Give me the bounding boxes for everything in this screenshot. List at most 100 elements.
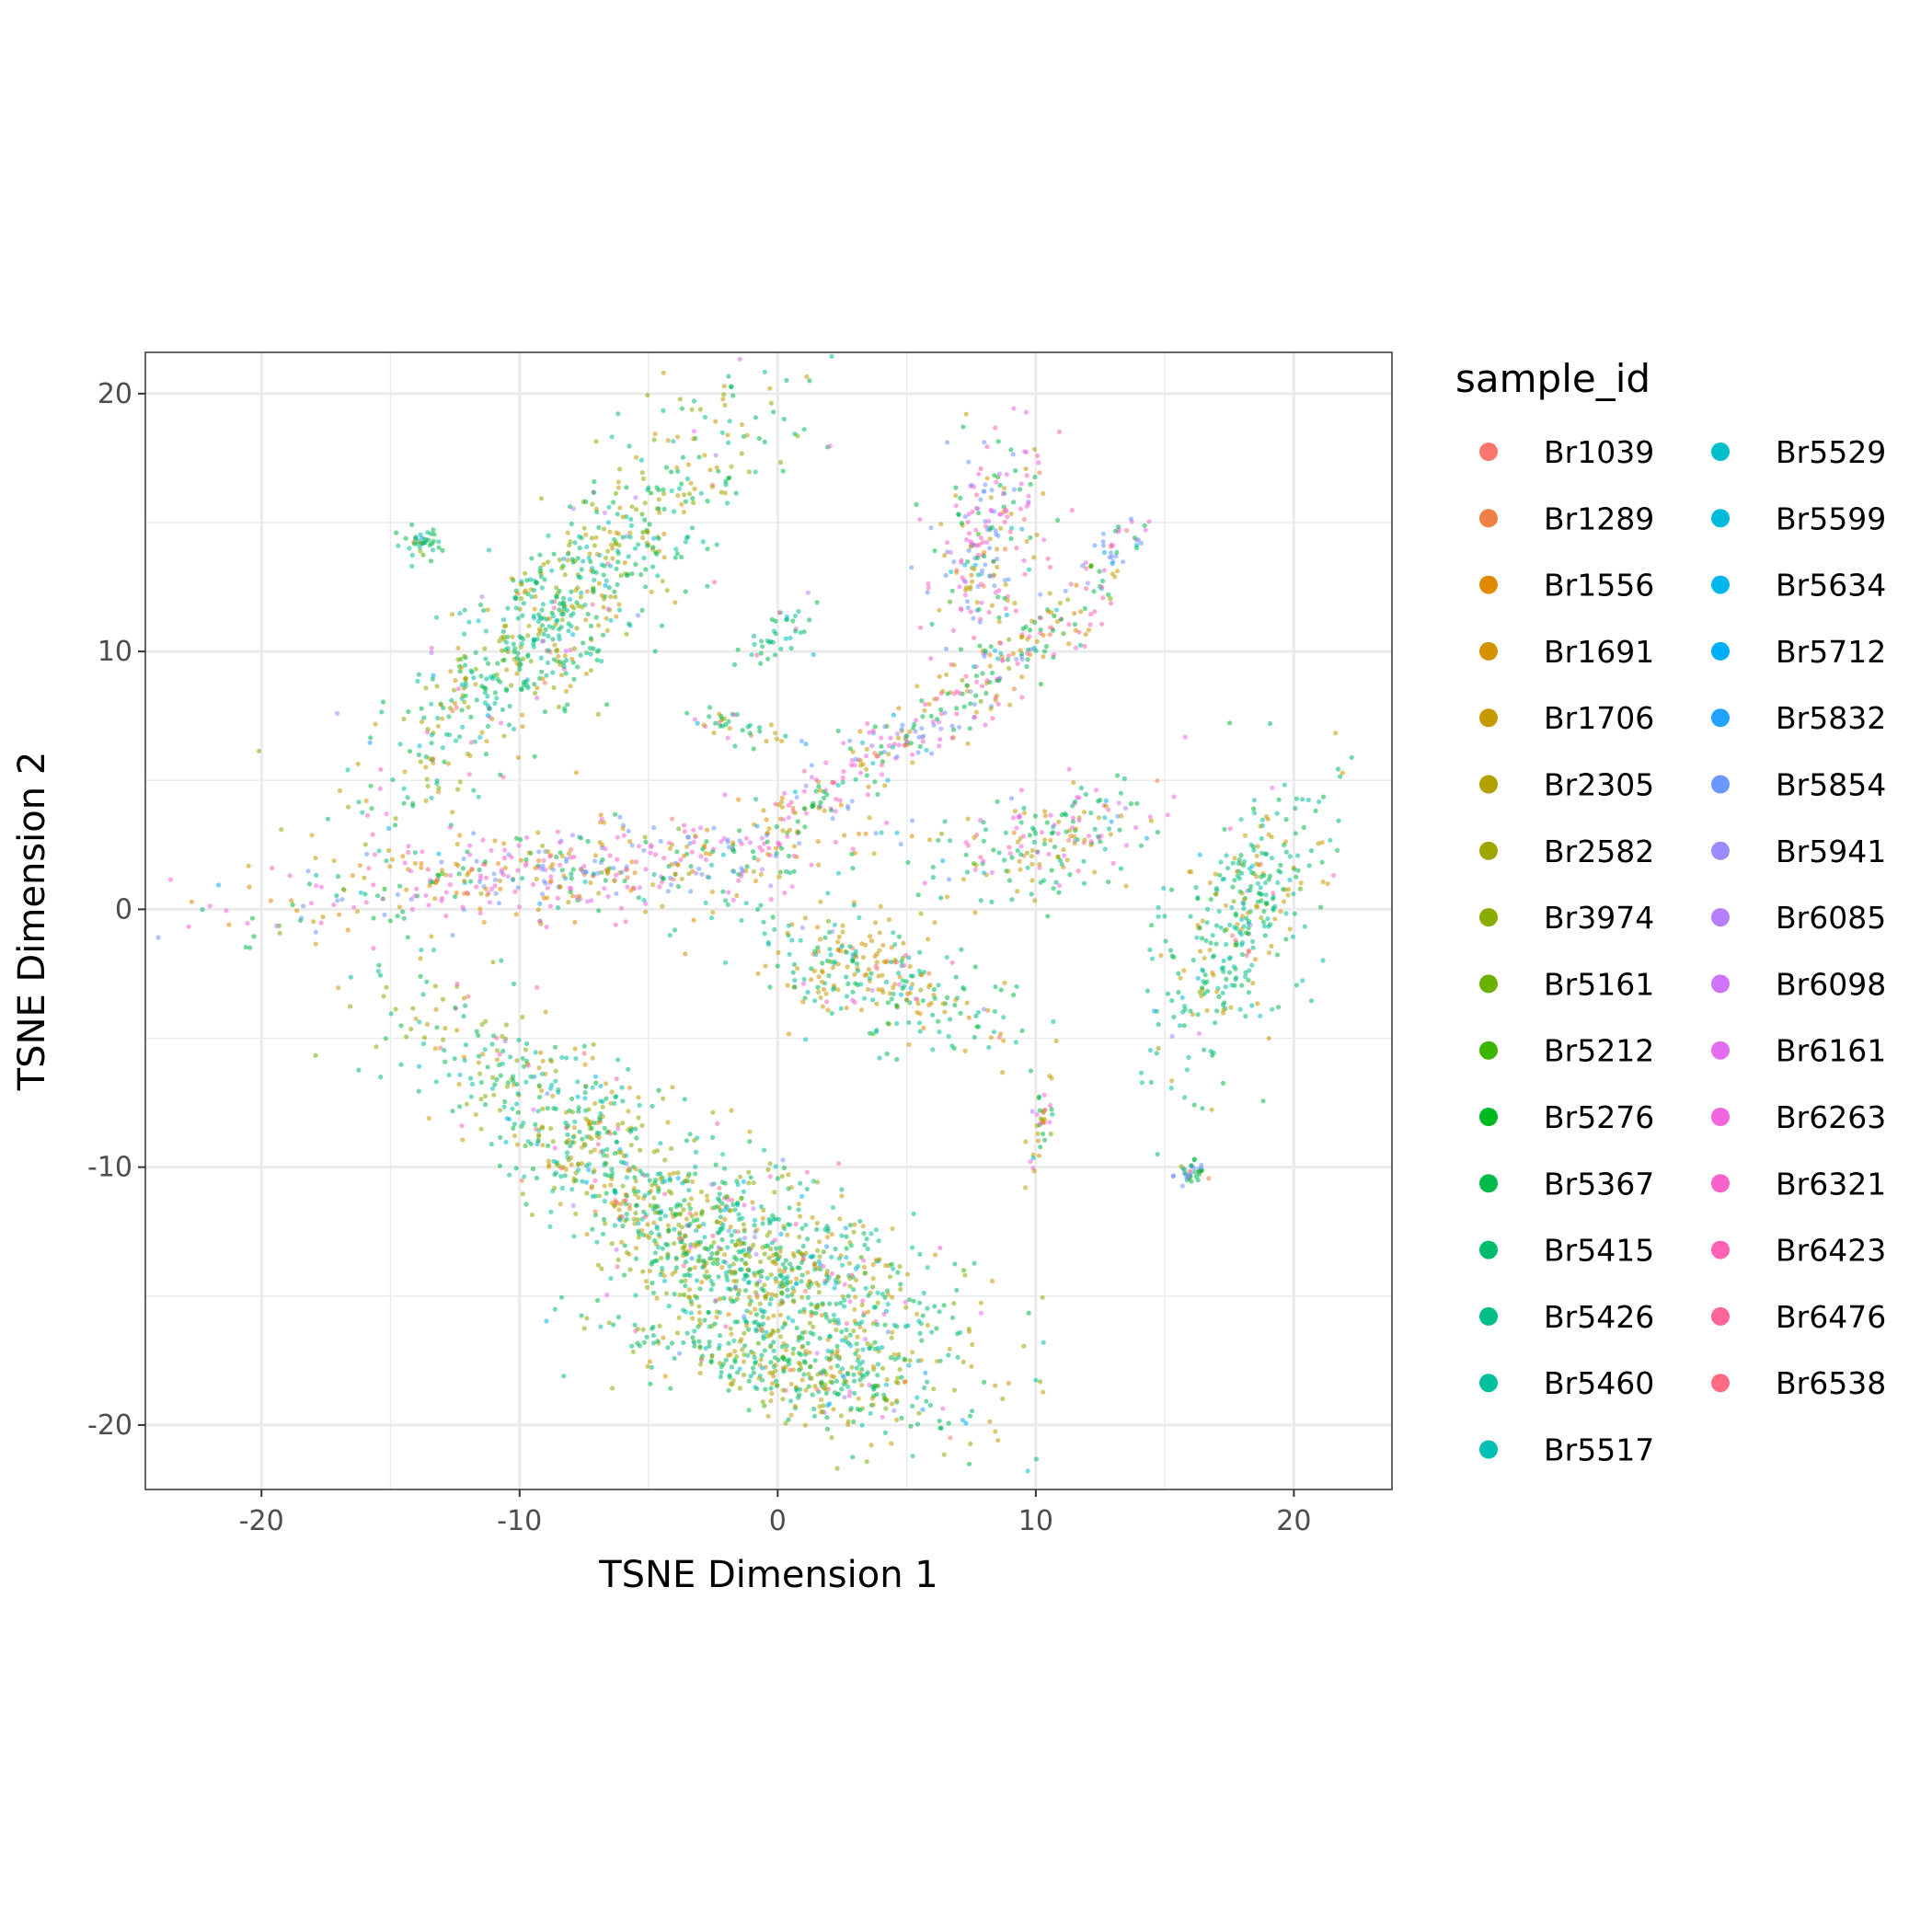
- scatter-point: [614, 1094, 619, 1099]
- scatter-point: [572, 540, 578, 546]
- scatter-point: [660, 1265, 665, 1271]
- scatter-point: [602, 1162, 607, 1167]
- scatter-point: [996, 1035, 1003, 1041]
- scatter-point: [807, 1320, 813, 1326]
- scatter-point: [758, 1357, 764, 1363]
- scatter-point: [750, 849, 756, 855]
- scatter-point: [961, 704, 967, 709]
- scatter-point: [1051, 886, 1056, 891]
- scatter-point: [599, 1266, 604, 1271]
- scatter-point: [539, 867, 546, 872]
- scatter-point: [851, 1287, 857, 1293]
- scatter-point: [983, 722, 988, 728]
- scatter-point: [805, 1294, 811, 1300]
- scatter-point: [782, 790, 788, 796]
- scatter-point: [805, 1340, 811, 1346]
- scatter-point: [640, 1327, 646, 1332]
- scatter-point: [609, 1174, 615, 1179]
- scatter-point: [998, 650, 1004, 656]
- scatter-point: [1133, 824, 1139, 831]
- scatter-point: [726, 440, 731, 445]
- scatter-point: [592, 1178, 598, 1183]
- legend-label: Br6085: [1776, 900, 1886, 936]
- scatter-point: [426, 903, 431, 908]
- scatter-point: [840, 1294, 845, 1299]
- scatter-point: [1230, 884, 1236, 890]
- scatter-point: [714, 1315, 719, 1320]
- scatter-point: [650, 1290, 657, 1295]
- scatter-point: [661, 531, 667, 536]
- scatter-point: [697, 1258, 703, 1263]
- scatter-point: [722, 402, 728, 408]
- scatter-point: [892, 957, 898, 962]
- scatter-point: [1168, 1086, 1174, 1091]
- scatter-point: [1294, 983, 1299, 988]
- scatter-point: [723, 1357, 729, 1363]
- scatter-point: [834, 1378, 840, 1384]
- scatter-point: [424, 1021, 430, 1027]
- scatter-point: [512, 1121, 517, 1127]
- scatter-point: [693, 1149, 699, 1155]
- scatter-point: [991, 847, 996, 853]
- scatter-point: [1258, 891, 1263, 897]
- scatter-point: [736, 1216, 742, 1222]
- scatter-point: [679, 1279, 684, 1284]
- scatter-point: [874, 960, 880, 965]
- scatter-point: [824, 1315, 830, 1320]
- scatter-point: [490, 960, 496, 965]
- scatter-point: [1080, 563, 1086, 569]
- scatter-point: [966, 1461, 972, 1466]
- scatter-point: [523, 1047, 529, 1052]
- scatter-point: [950, 727, 957, 732]
- scatter-point: [615, 550, 621, 557]
- scatter-point: [1078, 609, 1084, 615]
- scatter-point: [1169, 953, 1175, 959]
- scatter-point: [582, 1096, 588, 1101]
- scatter-point: [799, 1330, 805, 1336]
- scatter-point: [633, 1246, 639, 1251]
- scatter-point: [938, 726, 944, 731]
- scatter-point: [668, 882, 674, 888]
- scatter-point: [707, 467, 713, 473]
- scatter-point: [1006, 665, 1012, 672]
- scatter-point: [932, 1304, 937, 1309]
- scatter-point: [846, 1393, 852, 1398]
- scatter-point: [891, 712, 897, 718]
- scatter-point: [815, 984, 821, 990]
- scatter-point: [642, 584, 649, 590]
- scatter-point: [1193, 885, 1199, 891]
- scatter-point: [661, 408, 666, 413]
- scatter-point: [708, 915, 715, 921]
- scatter-point: [1155, 829, 1160, 835]
- scatter-point: [658, 838, 663, 845]
- scatter-point: [678, 1202, 684, 1208]
- scatter-point: [612, 1223, 618, 1228]
- scatter-point: [513, 605, 519, 611]
- scatter-point: [890, 1226, 895, 1232]
- scatter-point: [926, 581, 931, 586]
- scatter-point: [835, 1274, 841, 1280]
- scatter-point: [605, 606, 611, 612]
- scatter-point: [604, 1146, 610, 1152]
- scatter-point: [791, 961, 798, 967]
- scatter-point: [853, 1294, 858, 1300]
- scatter-point: [1278, 909, 1283, 914]
- scatter-point: [706, 1247, 711, 1252]
- scatter-point: [596, 908, 602, 914]
- scatter-point: [407, 749, 413, 754]
- scatter-point: [420, 1041, 426, 1047]
- scatter-point: [965, 519, 971, 525]
- scatter-point: [755, 906, 761, 913]
- scatter-point: [1010, 815, 1016, 821]
- scatter-point: [1223, 903, 1229, 908]
- scatter-point: [519, 595, 524, 602]
- scatter-point: [714, 1219, 720, 1225]
- scatter-point: [655, 573, 661, 579]
- scatter-point: [710, 910, 716, 915]
- scatter-point: [786, 1417, 791, 1422]
- scatter-point: [705, 546, 710, 552]
- legend-item: Br1556: [1479, 568, 1654, 604]
- scatter-point: [656, 506, 661, 512]
- scatter-point: [612, 878, 617, 884]
- scatter-point: [424, 979, 430, 984]
